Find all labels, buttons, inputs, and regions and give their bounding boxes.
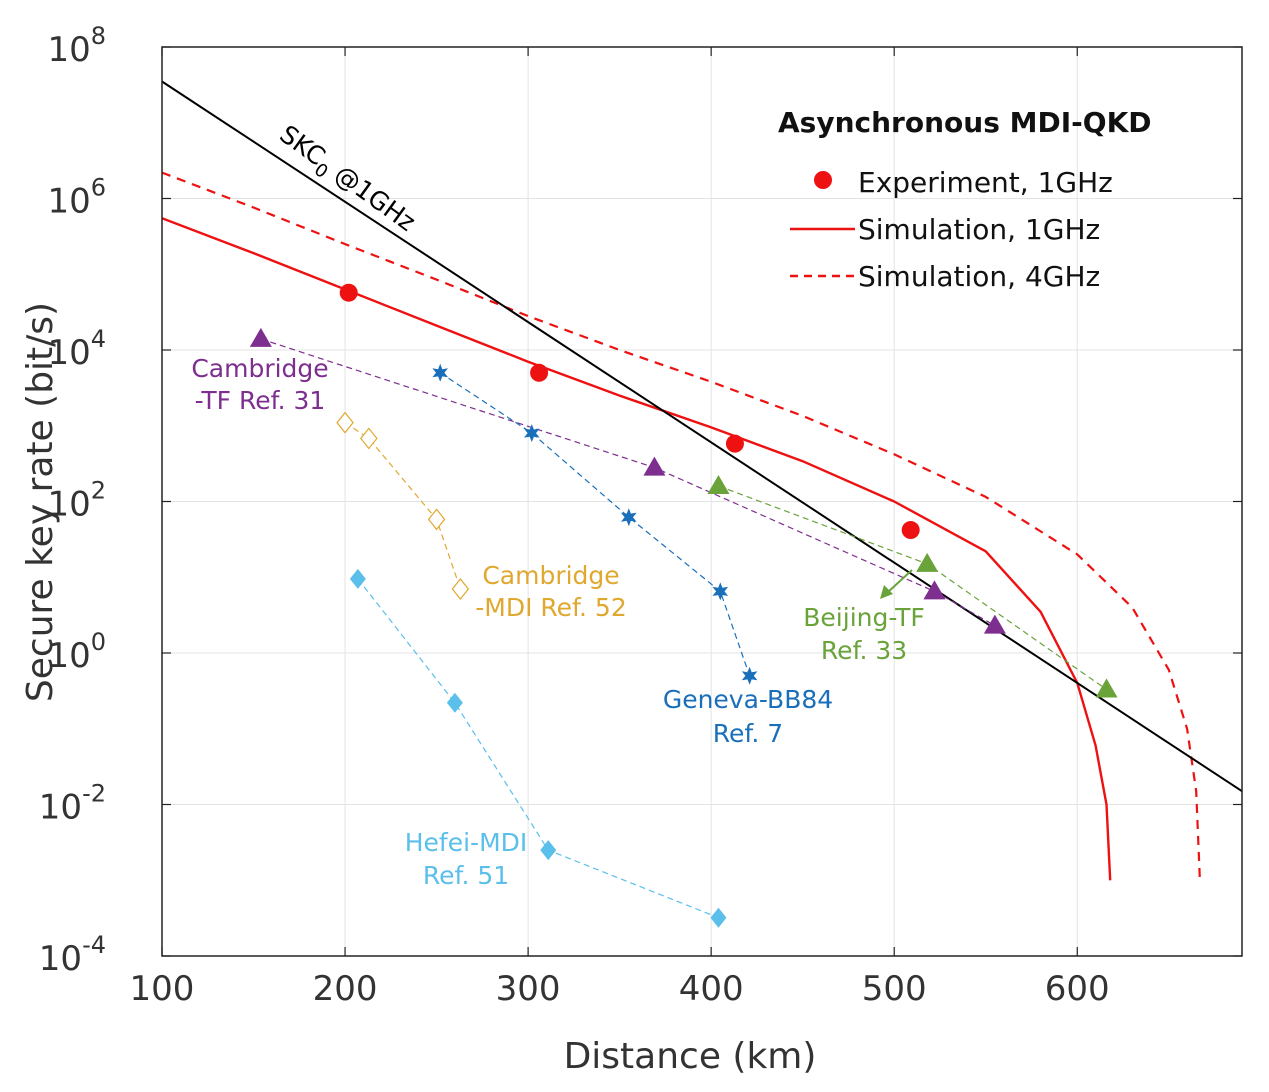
annotation-cambridge-tf-line1: Cambridge <box>191 354 328 383</box>
annotation-hefei: Hefei-MDI Ref. 51 <box>405 828 528 890</box>
legend: Asynchronous MDI-QKD Experiment, 1GHz Si… <box>778 106 1152 293</box>
y-tick-label: 104 <box>47 325 106 373</box>
beijing-arrow <box>880 569 913 599</box>
point-experiment-1ghz <box>725 434 744 453</box>
point-cambridge-tf-ref-31 <box>249 327 272 347</box>
y-axis-title: Secure key rate (bit/s) <box>20 302 61 702</box>
annotation-cambridge-mdi-line2: -MDI Ref. 52 <box>475 593 626 622</box>
beijing-arrow-shaft <box>887 569 913 593</box>
point-hefei-mdi-ref-51 <box>710 907 727 928</box>
y-tick-label: 106 <box>47 174 106 222</box>
x-tick-label: 600 <box>1045 969 1110 1009</box>
annotation-cambridge-mdi: Cambridge -MDI Ref. 52 <box>475 561 626 622</box>
legend-label-experiment: Experiment, 1GHz <box>858 166 1113 199</box>
x-tick-label: 200 <box>313 969 378 1009</box>
point-cambridge-mdi-ref-52 <box>360 427 378 450</box>
point-geneva-bb84-ref-7 <box>432 363 448 382</box>
y-tick-label: 10-2 <box>39 780 106 828</box>
annotation-hefei-line1: Hefei-MDI <box>405 828 528 857</box>
point-experiment-1ghz <box>901 521 920 540</box>
y-tick-label: 10-4 <box>39 931 106 979</box>
y-tick-label: 102 <box>47 477 106 525</box>
point-beijing-tf-ref-33 <box>707 475 730 495</box>
point-geneva-bb84-ref-7 <box>524 424 540 443</box>
y-tick-label: 100 <box>47 628 106 676</box>
line-cambridge-tf-ref-31 <box>260 338 996 627</box>
point-hefei-mdi-ref-51 <box>349 568 366 589</box>
x-axis-title: Distance (km) <box>564 1036 817 1077</box>
annotation-hefei-line2: Ref. 51 <box>423 861 509 890</box>
x-tick-label: 300 <box>496 969 561 1009</box>
annotation-geneva: Geneva-BB84 Ref. 7 <box>663 685 833 748</box>
line-simulation-1ghz <box>162 217 1112 881</box>
point-geneva-bb84-ref-7 <box>712 582 729 601</box>
line-simulation-4ghz <box>162 171 1201 881</box>
legend-title: Asynchronous MDI-QKD <box>778 106 1152 139</box>
annotation-cambridge-tf: Cambridge -TF Ref. 31 <box>191 354 328 415</box>
point-geneva-bb84-ref-7 <box>621 508 637 527</box>
annotation-geneva-line1: Geneva-BB84 <box>663 685 833 714</box>
annotation-cambridge-tf-line2: -TF Ref. 31 <box>195 386 326 415</box>
legend-marker-experiment <box>814 171 832 189</box>
legend-label-sim-4ghz: Simulation, 4GHz <box>858 260 1100 293</box>
x-tick-label: 100 <box>130 969 195 1009</box>
beijing-arrow-head <box>880 585 893 599</box>
x-tick-label: 400 <box>679 969 744 1009</box>
point-cambridge-tf-ref-31 <box>643 456 666 476</box>
x-tick-label: 500 <box>862 969 927 1009</box>
line-hefei-mdi-ref-51 <box>357 578 719 919</box>
point-experiment-1ghz <box>339 283 358 302</box>
legend-label-sim-1ghz: Simulation, 1GHz <box>858 213 1100 246</box>
annotation-beijing-line1: Beijing-TF <box>803 603 924 632</box>
markers <box>249 283 1118 928</box>
point-geneva-bb84-ref-7 <box>741 666 758 685</box>
point-hefei-mdi-ref-51 <box>446 692 463 713</box>
point-cambridge-mdi-ref-52 <box>451 578 470 600</box>
line-geneva-bb84-ref-7 <box>439 372 751 676</box>
annotation-beijing: Beijing-TF Ref. 33 <box>803 603 924 665</box>
annotation-geneva-line2: Ref. 7 <box>713 719 783 748</box>
line-cambridge-mdi-ref-52 <box>344 422 461 590</box>
point-beijing-tf-ref-33 <box>916 552 939 572</box>
annotation-cambridge-mdi-line1: Cambridge <box>482 561 619 590</box>
point-cambridge-mdi-ref-52 <box>427 508 446 531</box>
y-tick-label: 108 <box>47 22 106 70</box>
point-cambridge-tf-ref-31 <box>923 580 946 600</box>
axis-ticks: 100 200 300 400 500 600 10-4 10-2 100 102 104 106 10… <box>39 22 1242 1009</box>
series-lines <box>162 80 1242 919</box>
point-experiment-1ghz <box>530 363 549 382</box>
point-cambridge-mdi-ref-52 <box>336 411 354 434</box>
annotation-beijing-line2: Ref. 33 <box>821 636 907 665</box>
point-cambridge-tf-ref-31 <box>983 614 1006 634</box>
line-skc0-1ghz <box>162 80 1242 793</box>
point-beijing-tf-ref-33 <box>1095 678 1118 698</box>
point-hefei-mdi-ref-51 <box>540 840 557 861</box>
